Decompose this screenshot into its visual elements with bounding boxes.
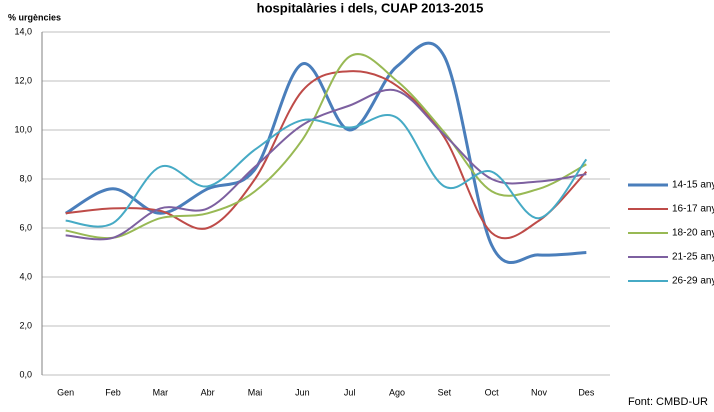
x-tick-label: Abr — [201, 387, 215, 397]
series-line — [65, 53, 587, 240]
legend-label: 18-20 anys — [672, 228, 714, 239]
x-tick-label: Ago — [389, 387, 405, 397]
y-tick-label: 2,0 — [19, 320, 32, 330]
x-tick-label: Des — [578, 387, 595, 397]
legend-label: 21-25 anys — [672, 252, 714, 263]
x-tick-label: Mar — [153, 387, 169, 397]
series-line — [65, 70, 588, 240]
x-tick-label: Feb — [105, 387, 121, 397]
y-tick-label: 6,0 — [19, 222, 32, 232]
x-tick-label: Nov — [531, 387, 548, 397]
series-line — [64, 41, 587, 265]
y-tick-label: 12,0 — [14, 75, 32, 85]
x-tick-label: Set — [438, 387, 452, 397]
chart-title: hospitalàries i dels, CUAP 2013-2015 — [257, 0, 484, 15]
y-tick-label: 8,0 — [19, 173, 32, 183]
legend-label: 14-15 anys — [672, 180, 714, 191]
x-tick-label: Jul — [344, 387, 356, 397]
y-tick-label: 14,0 — [14, 26, 32, 36]
y-axis-label: % urgències — [8, 12, 61, 22]
x-tick-label: Gen — [57, 387, 74, 397]
x-tick-label: Jun — [295, 387, 310, 397]
x-tick-label: Oct — [485, 387, 500, 397]
series-line — [65, 114, 588, 228]
y-tick-label: 4,0 — [19, 271, 32, 281]
y-tick-label: 10,0 — [14, 124, 32, 134]
y-tick-label: 0,0 — [19, 369, 32, 379]
legend-label: 16-17 anys — [672, 204, 714, 215]
x-tick-label: Mai — [248, 387, 263, 397]
legend-label: 26-29 anys — [672, 276, 714, 287]
source: Font: CMBD-UR — [628, 396, 708, 408]
series-line — [65, 88, 587, 241]
